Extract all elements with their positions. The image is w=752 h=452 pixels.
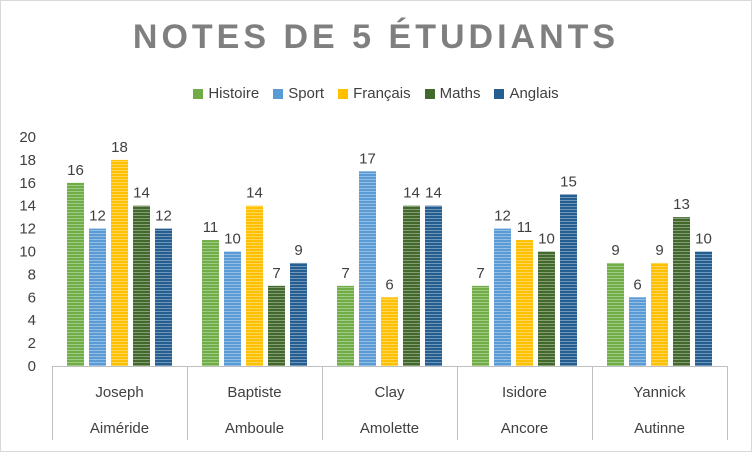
bar-anglais-joseph <box>155 228 172 366</box>
data-label: 11 <box>517 219 533 236</box>
bar-sport-isidore <box>494 228 511 366</box>
bar-histoire-joseph <box>67 182 84 366</box>
legend-swatch <box>494 88 505 99</box>
legend-label: Histoire <box>208 85 260 102</box>
bar-francais-clay <box>381 297 398 366</box>
bar-anglais-yannick <box>695 251 712 366</box>
legend-swatch <box>193 88 204 99</box>
category-first-name: Isidore <box>502 384 547 401</box>
chart-legend: Histoire Sport Français Maths Anglais <box>0 85 752 102</box>
y-tick-label: 18 <box>19 152 36 169</box>
bar-maths-isidore <box>538 251 555 366</box>
data-label: 12 <box>89 208 106 225</box>
category-first-name: Clay <box>374 384 405 401</box>
category-last-name: Autinne <box>634 420 685 437</box>
bar-francais-yannick <box>651 262 668 366</box>
legend-label: Anglais <box>509 85 559 102</box>
data-label: 7 <box>476 265 484 282</box>
y-tick-label: 14 <box>19 198 36 215</box>
bar-anglais-isidore <box>560 194 577 366</box>
data-label: 9 <box>611 242 619 259</box>
data-label: 13 <box>673 196 690 213</box>
bar-maths-joseph <box>133 205 150 366</box>
data-label: 7 <box>272 265 280 282</box>
category-last-name: Amboule <box>225 420 284 437</box>
bar-sport-baptiste <box>224 251 241 366</box>
data-label: 7 <box>341 265 349 282</box>
bar-sport-yannick <box>629 297 646 366</box>
data-label: 14 <box>133 185 150 202</box>
category-first-name: Joseph <box>95 384 143 401</box>
data-label: 12 <box>494 208 511 225</box>
legend-swatch <box>273 88 284 99</box>
legend-swatch <box>424 88 435 99</box>
legend-item-histoire: Histoire <box>193 85 259 102</box>
bar-anglais-clay <box>425 205 442 366</box>
legend-label: Maths <box>439 85 481 102</box>
y-tick-label: 8 <box>28 266 36 283</box>
y-tick-label: 2 <box>28 335 36 352</box>
data-label: 6 <box>385 276 393 293</box>
legend-item-maths: Maths <box>424 85 481 102</box>
bar-maths-clay <box>403 205 420 366</box>
data-label: 12 <box>155 208 172 225</box>
bar-histoire-baptiste <box>202 240 219 366</box>
y-tick-label: 0 <box>28 358 36 375</box>
data-label: 9 <box>294 242 302 259</box>
data-label: 14 <box>425 185 442 202</box>
data-label: 10 <box>224 231 241 248</box>
data-label: 9 <box>655 242 663 259</box>
y-tick-label: 6 <box>28 289 36 306</box>
y-tick-label: 4 <box>28 312 36 329</box>
bar-francais-joseph <box>111 159 128 366</box>
data-label: 15 <box>560 173 577 190</box>
data-label: 11 <box>203 219 219 236</box>
data-label: 18 <box>111 139 128 156</box>
category-last-name: Aiméride <box>90 420 149 437</box>
category-first-name: Yannick <box>633 384 686 401</box>
data-label: 10 <box>695 231 712 248</box>
data-label: 17 <box>359 150 376 167</box>
category-last-name: Ancore <box>501 420 549 437</box>
category-first-name: Baptiste <box>227 384 281 401</box>
bar-francais-isidore <box>516 240 533 366</box>
y-tick-label: 20 <box>19 129 36 146</box>
bar-histoire-clay <box>337 285 354 366</box>
data-label: 16 <box>67 162 84 179</box>
data-label: 6 <box>633 276 641 293</box>
data-label: 14 <box>403 185 420 202</box>
y-tick-label: 16 <box>19 175 36 192</box>
bar-maths-baptiste <box>268 285 285 366</box>
bar-histoire-isidore <box>472 285 489 366</box>
legend-label: Sport <box>288 85 325 102</box>
data-label: 14 <box>246 185 263 202</box>
y-tick-label: 10 <box>19 244 36 261</box>
legend-label: Français <box>353 85 411 102</box>
legend-item-anglais: Anglais <box>494 85 559 102</box>
y-tick-label: 12 <box>19 221 36 238</box>
bar-francais-baptiste <box>246 205 263 366</box>
legend-swatch <box>338 88 349 99</box>
bar-maths-yannick <box>673 217 690 366</box>
category-last-name: Amolette <box>360 420 419 437</box>
bar-histoire-yannick <box>607 262 624 366</box>
data-label: 10 <box>538 231 555 248</box>
bar-sport-joseph <box>89 228 106 366</box>
legend-item-francais: Français <box>338 85 411 102</box>
chart-title: NOTES DE 5 ÉTUDIANTS <box>132 18 620 56</box>
bar-anglais-baptiste <box>290 262 307 366</box>
legend-item-sport: Sport <box>273 85 324 102</box>
bar-sport-clay <box>359 171 376 366</box>
